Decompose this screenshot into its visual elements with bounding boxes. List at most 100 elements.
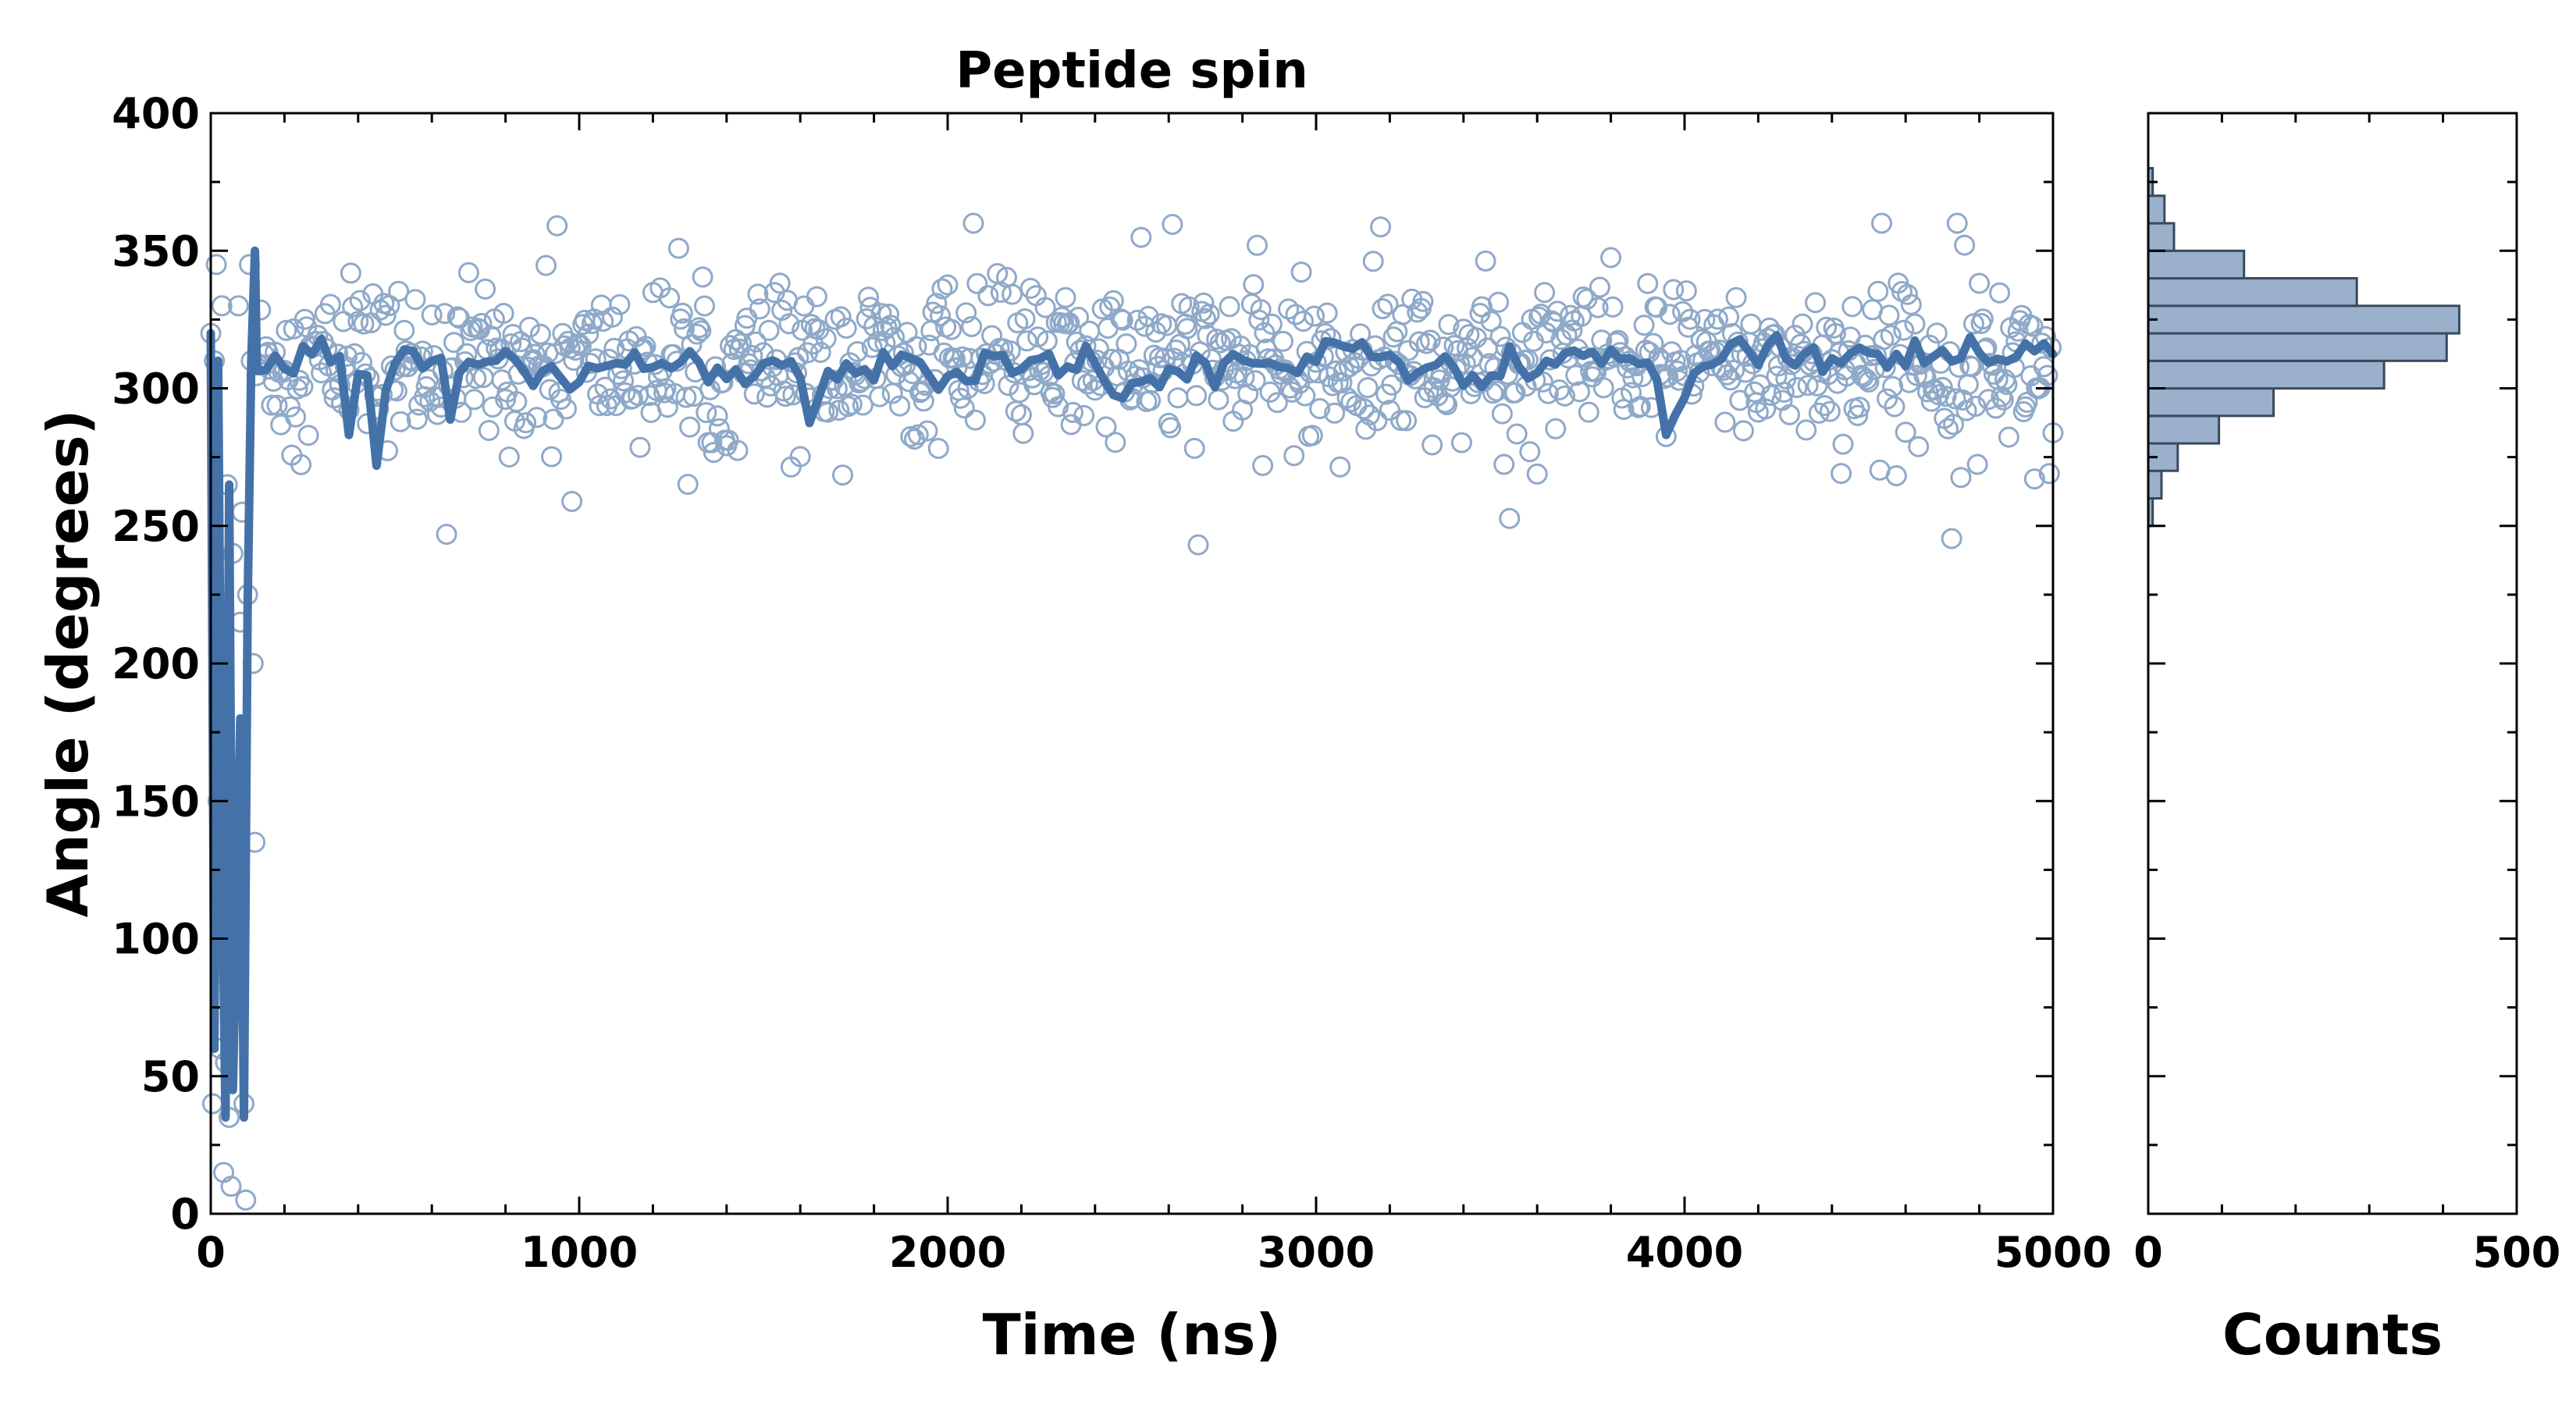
scatter-point	[696, 402, 717, 424]
main-ticks	[209, 112, 2055, 1215]
scatter-point	[340, 262, 361, 284]
scatter-point	[1183, 437, 1205, 459]
scatter-point	[434, 303, 456, 325]
scatter-point	[852, 394, 873, 416]
scatter-point	[266, 394, 288, 416]
scatter-point	[1418, 381, 1439, 403]
scatter-point	[1920, 390, 1942, 412]
scatter-point	[297, 425, 319, 446]
scatter-point	[1749, 374, 1771, 396]
y-tick-label: 100	[112, 915, 200, 964]
histogram-plot: 0 500	[2133, 112, 2560, 1277]
scatter-point	[1851, 365, 1873, 386]
scatter-point	[1882, 375, 1904, 397]
main-plot-frame	[209, 112, 2055, 1215]
scatter-point	[1002, 283, 1023, 305]
scatter-point	[1450, 432, 1472, 454]
scatter-point	[1010, 404, 1032, 425]
scatter-point	[1941, 528, 1962, 550]
scatter-point	[279, 396, 301, 418]
scatter-point	[506, 391, 528, 413]
histogram-bars	[2147, 167, 2460, 528]
y-tick-label: 400	[112, 89, 200, 138]
scatter-point	[694, 295, 715, 317]
scatter-point	[1600, 247, 1622, 269]
scatter-point	[1534, 282, 1556, 304]
scatter-point	[749, 298, 770, 320]
scatter-point	[1908, 436, 1930, 457]
scatter-point	[1027, 326, 1049, 348]
histogram-bar	[2147, 332, 2448, 362]
scatter-point	[1416, 333, 1438, 354]
scatter-point	[677, 474, 699, 495]
histogram-tick-labels: 0 500	[2133, 1228, 2560, 1277]
scatter-point	[1084, 379, 1106, 401]
scatter-point	[388, 280, 410, 302]
scatter-point	[937, 274, 959, 296]
scatter-point	[1897, 283, 1919, 305]
scatter-point	[1880, 325, 1902, 347]
scatter-point	[863, 315, 885, 337]
scatter-point	[1944, 388, 1966, 410]
scatter-point	[1841, 296, 1863, 318]
scatter-point	[1900, 293, 1922, 315]
scatter-point	[1408, 331, 1430, 353]
scatter-point	[1208, 389, 1229, 411]
scatter-point	[319, 293, 341, 315]
scatter-point	[1014, 308, 1036, 329]
scatter-point	[600, 388, 621, 410]
scatter-point	[609, 293, 631, 315]
scatter-point	[1895, 422, 1916, 443]
y-tick-label: 50	[141, 1052, 200, 1101]
scatter-point	[1858, 371, 1880, 393]
histogram-bar	[2147, 222, 2176, 252]
scatter-point	[2037, 365, 2058, 386]
scatter-point	[211, 295, 233, 317]
scatter-point	[493, 303, 514, 324]
scatter-point	[1073, 404, 1095, 426]
scatter-point	[966, 272, 988, 294]
scatter-point	[961, 315, 983, 337]
scatter-point	[1329, 456, 1351, 478]
scatter-point	[353, 313, 375, 335]
scatter-point	[1252, 454, 1274, 476]
scatter-point	[543, 408, 564, 430]
scatter-point	[1813, 395, 1835, 417]
scatter-point	[727, 439, 749, 461]
scatter-point	[1301, 425, 1323, 446]
scatter-point	[1482, 382, 1504, 404]
scatter-point	[1316, 302, 1338, 324]
scatter-point	[311, 362, 333, 384]
scatter-point	[1589, 276, 1610, 298]
scatter-point	[1366, 410, 1388, 432]
scatter-point	[1847, 404, 1869, 426]
scatter-point	[758, 319, 780, 341]
histogram-bar	[2147, 277, 2358, 308]
scatter-point	[2022, 315, 2044, 337]
scatter-point	[667, 237, 689, 259]
scatter-point	[926, 293, 948, 315]
scatter-point	[201, 1093, 223, 1115]
scatter-point	[375, 304, 397, 326]
scatter-point	[977, 285, 999, 307]
scatter-point	[675, 386, 697, 408]
scatter-point	[1633, 315, 1655, 336]
scatter-point	[1678, 316, 1699, 338]
scatter-point	[916, 420, 938, 442]
scatter-point	[1937, 418, 1959, 439]
scatter-point	[478, 420, 500, 441]
scatter-point	[1905, 365, 1927, 386]
scatter-point	[1954, 234, 1976, 256]
scatter-point	[1996, 374, 2018, 396]
scatter-point	[1115, 333, 1137, 354]
scatter-point	[869, 386, 891, 407]
scatter-point	[1048, 396, 1069, 418]
scatter-point	[1178, 296, 1200, 318]
scatter-point	[1475, 250, 1496, 272]
histogram-bar	[2147, 469, 2163, 500]
scatter-point	[333, 311, 354, 333]
x-tick-label: 2000	[889, 1228, 1006, 1277]
scatter-point	[2038, 463, 2060, 485]
scatter-point	[743, 383, 765, 405]
scatter-point	[1637, 272, 1659, 294]
